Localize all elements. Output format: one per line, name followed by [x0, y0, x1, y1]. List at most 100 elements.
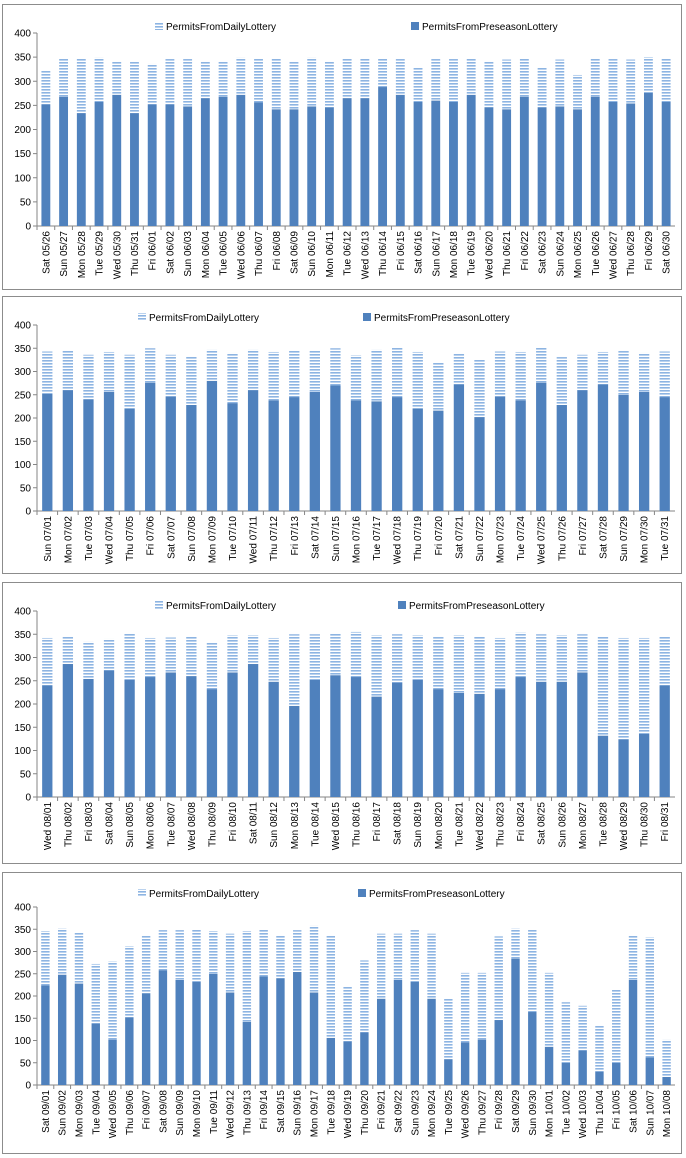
bar-daily [175, 930, 184, 980]
legend-swatch-preseason [411, 22, 419, 30]
x-tick-label: Sat 07/07 [166, 516, 177, 559]
bar-daily [227, 352, 238, 404]
bar-daily [124, 633, 135, 680]
y-tick-label: 350 [14, 344, 31, 355]
bar-preseason [628, 979, 638, 1085]
bar-daily [165, 59, 175, 105]
bar-daily [412, 635, 423, 680]
y-tick-label: 250 [14, 676, 31, 687]
bar-preseason [330, 385, 341, 511]
bar-preseason [206, 380, 218, 511]
bar-preseason [595, 1071, 604, 1085]
bar-daily [112, 61, 122, 95]
x-tick-label: Mon 07/16 [352, 516, 363, 564]
x-tick-label: Sun 09/02 [58, 1090, 69, 1136]
bar-preseason [130, 113, 139, 226]
bar-daily [289, 634, 300, 706]
x-tick-label: Tue 05/29 [95, 231, 106, 276]
bar-preseason [124, 408, 135, 511]
chart-panel-september-october: PermitsFromDailyLottery PermitsFromPrese… [2, 872, 682, 1154]
y-tick-label: 150 [14, 149, 31, 160]
bar-preseason [124, 679, 135, 797]
bar-preseason [62, 390, 74, 511]
bar-preseason [236, 94, 246, 226]
bar-daily [578, 1005, 587, 1051]
bar-daily [556, 635, 567, 682]
bar-daily [259, 929, 268, 977]
x-tick-label: Mon 07/23 [496, 516, 507, 564]
chart-panel-august: PermitsFromDailyLottery PermitsFromPrese… [2, 582, 682, 864]
bar-daily [597, 636, 609, 736]
x-tick-label: Thu 07/05 [125, 516, 136, 561]
x-tick-label: Thu 07/19 [413, 516, 424, 561]
bar-preseason [247, 390, 259, 511]
bar-daily [618, 637, 629, 740]
bar-daily [41, 931, 50, 986]
x-tick-label: Tue 09/04 [91, 1090, 102, 1135]
legend-label-preseason: PermitsFromPreseasonLottery [409, 601, 545, 612]
bar-preseason [112, 94, 122, 226]
bar-daily [125, 946, 134, 1018]
bar-preseason [537, 107, 547, 226]
bar-preseason [186, 676, 197, 797]
x-tick-label: Fri 09/28 [494, 1090, 505, 1130]
bar-daily [643, 57, 653, 93]
bar-preseason [268, 400, 279, 511]
x-tick-label: Sat 07/28 [598, 516, 609, 559]
bar-daily [225, 933, 235, 993]
x-tick-label: Sun 05/27 [59, 231, 70, 277]
bar-daily [626, 59, 636, 104]
bar-daily [474, 359, 485, 418]
bar-preseason [289, 109, 299, 226]
bar-daily [494, 351, 506, 397]
bar-daily [453, 635, 465, 693]
x-tick-label: Fri 09/07 [142, 1090, 153, 1130]
bar-preseason [268, 681, 279, 797]
y-tick-label: 50 [20, 769, 32, 780]
bar-daily [427, 933, 436, 999]
x-tick-label: Thu 06/28 [626, 231, 637, 276]
x-tick-label: Sat 10/06 [629, 1090, 640, 1133]
bar-preseason [41, 985, 50, 1085]
bar-daily [350, 355, 362, 401]
bar-preseason [225, 992, 235, 1085]
bar-preseason [645, 1057, 655, 1085]
bar-daily [474, 636, 485, 694]
x-tick-label: Thu 08/16 [352, 802, 363, 847]
bar-daily [376, 933, 386, 999]
y-tick-label: 350 [14, 925, 31, 936]
bar-daily [392, 634, 403, 683]
bar-daily [343, 986, 352, 1042]
bar-preseason [165, 104, 175, 226]
bar-preseason [494, 689, 506, 797]
x-tick-label: Wed 08/29 [619, 802, 630, 851]
bar-preseason [460, 1042, 470, 1085]
x-tick-label: Wed 06/20 [484, 231, 495, 280]
x-tick-label: Sat 06/30 [662, 231, 673, 274]
bar-preseason [618, 394, 629, 511]
chart-panel-may-june: PermitsFromDailyLottery PermitsFromPrese… [2, 4, 682, 290]
x-tick-label: Tue 08/14 [310, 802, 321, 847]
x-tick-label: Fri 06/22 [520, 231, 531, 271]
x-tick-label: Thu 10/04 [595, 1090, 606, 1135]
bar-daily [590, 58, 600, 97]
bar-preseason [289, 397, 300, 511]
bar-daily [515, 351, 526, 401]
bar-preseason [392, 397, 403, 511]
bar-daily [268, 351, 279, 401]
bar-daily [42, 351, 53, 394]
x-tick-label: Fri 08/10 [228, 802, 239, 842]
bar-daily [271, 58, 281, 110]
y-tick-label: 400 [14, 607, 31, 618]
bar-preseason [324, 107, 334, 226]
bar-daily [254, 58, 263, 103]
x-tick-label: Thu 08/23 [496, 802, 507, 847]
x-tick-label: Wed 08/15 [331, 802, 342, 851]
bar-preseason [608, 101, 618, 226]
bar-daily [659, 636, 670, 686]
bar-daily [645, 937, 655, 1058]
x-tick-label: Thu 05/31 [130, 231, 141, 276]
y-tick-label: 300 [14, 653, 31, 664]
bar-preseason [376, 998, 386, 1085]
bar-preseason [378, 87, 388, 226]
